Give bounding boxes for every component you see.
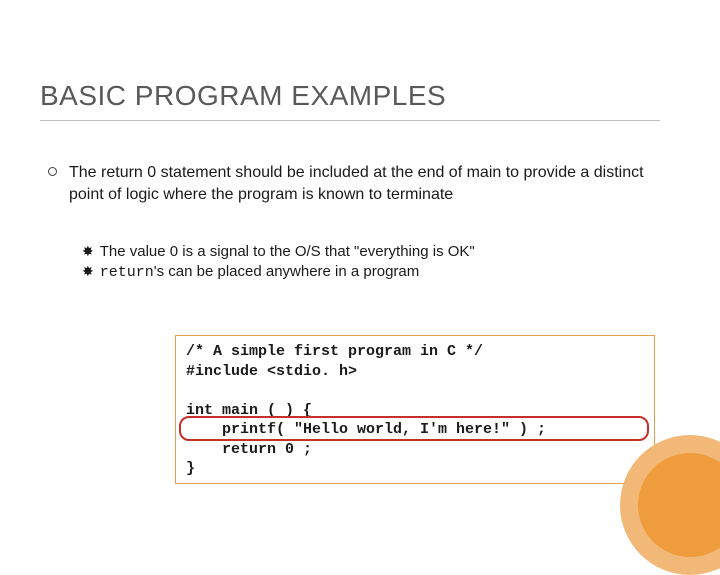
bullet-main: The return 0 statement should be include… <box>48 162 668 205</box>
title-underline <box>40 120 660 121</box>
bullet-marker-script: ✸ <box>82 262 94 280</box>
bullet-sub-2-text: return's can be placed anywhere in a pro… <box>100 262 420 283</box>
code-line: #include <stdio. h> <box>186 362 644 382</box>
slide-title: BASIC PROGRAM EXAMPLES <box>40 80 446 112</box>
bullet-sub-2: ✸ return's can be placed anywhere in a p… <box>82 262 662 283</box>
code-line <box>186 381 644 401</box>
bullet-sub-1: ✸ The value 0 is a signal to the O/S tha… <box>82 242 662 262</box>
decorative-corner-circle <box>620 435 720 575</box>
bullet-sub-1-text: The value 0 is a signal to the O/S that … <box>100 242 475 262</box>
bullet-sub-2-rest: 's can be placed anywhere in a program <box>154 263 420 280</box>
inline-code-return: return <box>100 264 154 281</box>
bullet-main-text: The return 0 statement should be include… <box>69 162 668 205</box>
code-box: /* A simple first program in C */ #inclu… <box>175 335 655 484</box>
highlight-rectangle <box>179 416 649 441</box>
code-line: /* A simple first program in C */ <box>186 342 644 362</box>
bullet-marker-script: ✸ <box>82 242 94 260</box>
bullet-marker-circle <box>48 167 57 176</box>
code-line: return 0 ; <box>186 440 644 460</box>
code-line: } <box>186 459 644 479</box>
